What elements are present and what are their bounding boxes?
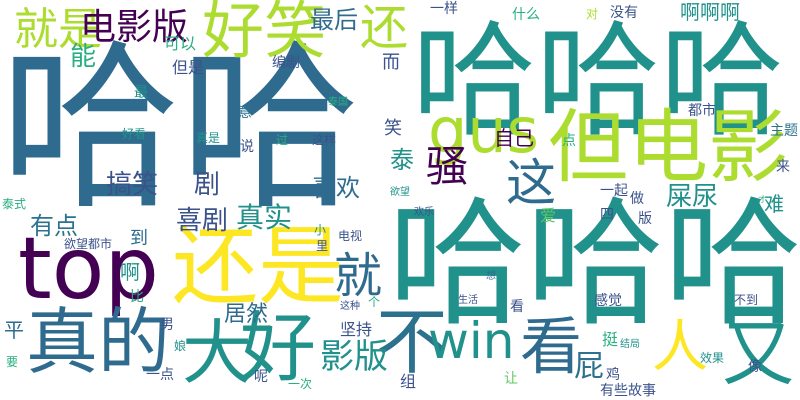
word-kan-small: 看 <box>510 299 524 315</box>
word-neng: 能 <box>70 42 97 72</box>
word-dian: 点 <box>562 133 576 149</box>
word-zhenshi: 真实 <box>236 201 293 234</box>
word-dui: 对 <box>586 7 599 21</box>
word-ge: 个 <box>368 295 381 309</box>
word-dao: 到 <box>130 228 148 249</box>
word-hao: 好 <box>240 303 316 392</box>
word-nan-male: 男 <box>160 317 174 333</box>
word-youxiegushi: 有些故事 <box>600 383 656 399</box>
word-ai: 爱 <box>540 206 557 225</box>
word-xiang-like: 像 <box>748 359 762 375</box>
word-sao: 骚 <box>426 142 469 191</box>
word-zhenshi2: 真是 <box>196 131 221 145</box>
word-zui: 最 <box>134 85 148 101</box>
word-nan: 难 <box>764 192 784 216</box>
word-yiqi: 一起 <box>600 183 628 199</box>
word-xiaoguo: 效果 <box>700 351 725 365</box>
word-meiyou: 没有 <box>610 5 638 21</box>
word-you: 又 <box>722 312 795 396</box>
word-ting: 挺 <box>602 330 619 349</box>
word-ziji: 自己 <box>494 126 534 150</box>
word-niang: 娘 <box>174 339 187 353</box>
word-yuwang: 欲望 <box>390 187 410 198</box>
word-haishi: 还是 <box>172 217 344 317</box>
word-ganjue: 感觉 <box>594 293 622 309</box>
word-bi: 比 <box>130 289 144 305</box>
word-haha: 哈哈 <box>0 25 361 234</box>
word-lai: 来 <box>776 159 790 175</box>
word-xiang: 想 <box>486 271 496 282</box>
word-bianju: 编剧 <box>272 55 300 71</box>
word-dianshi: 电视 <box>338 229 363 243</box>
word-yuwangdushi: 欲望都市 <box>64 237 113 251</box>
word-yiyang: 一样 <box>430 1 458 17</box>
word-ji: 鸡 <box>606 367 620 383</box>
word-zhende: 真的 <box>26 300 171 384</box>
word-youdian: 有点 <box>30 212 78 240</box>
word-da: 大 <box>182 312 252 394</box>
word-dushi: 都市 <box>688 103 716 119</box>
word-zuo: 做 <box>630 191 644 207</box>
word-pi: 屁 <box>574 349 604 384</box>
word-dan-dianying: 但电影 <box>548 101 788 194</box>
word-tai: 泰 <box>390 146 414 174</box>
word-yingban: 影版 <box>320 337 388 377</box>
word-huanle: 欢乐 <box>414 207 434 218</box>
word-xiao: 笑 <box>384 118 402 139</box>
word-jieju: 结局 <box>620 339 640 350</box>
word-ren: 人 <box>652 315 708 380</box>
word-taiguo: 泰国 <box>328 97 348 108</box>
word-zu: 组 <box>400 372 417 391</box>
word-win: win <box>428 312 515 370</box>
word-top: top <box>18 219 159 319</box>
word-er: 而 <box>382 52 400 73</box>
word-dianyingban: 电影版 <box>80 7 189 48</box>
word-xiao-small: 小 <box>314 223 327 237</box>
word-a: 啊 <box>120 260 140 284</box>
word-haoxiao: 好笑 <box>202 0 327 67</box>
word-zhuti: 主题 <box>770 123 798 139</box>
word-cai: 才 <box>758 195 766 204</box>
word-jiu: 就 <box>334 248 383 304</box>
word-xiju: 喜剧 <box>176 206 229 236</box>
word-guo: 过 <box>276 133 289 147</box>
word-gus: gus <box>428 94 539 167</box>
word-shiniao: 屎尿 <box>666 182 719 212</box>
word-zheyang: 这样 <box>312 133 337 147</box>
word-ban: 版 <box>638 211 652 227</box>
word-gaoxiao: 搞笑 <box>106 170 159 200</box>
word-haokan: 好看 <box>122 127 147 141</box>
word-shenme: 什么 <box>512 7 540 23</box>
word-taishi: 泰式 <box>2 197 27 211</box>
word-xihuan: 喜欢 <box>312 174 360 202</box>
word-danshi: 但是 <box>172 58 205 77</box>
word-juran: 居然 <box>224 302 269 327</box>
word-rang: 让 <box>504 371 518 387</box>
word-jiushi: 就是 <box>14 4 102 55</box>
word-shuo: 说 <box>240 139 254 155</box>
word-hai: 还 <box>360 0 409 56</box>
word-bu: 不 <box>376 300 449 384</box>
word-zhe: 这 <box>506 154 556 212</box>
word-yao: 要 <box>6 355 19 369</box>
word-keyi: 可以 <box>164 34 197 53</box>
word-kan: 看 <box>520 310 583 383</box>
word-si: 四 <box>600 207 614 223</box>
word-ne: 呢 <box>254 369 268 385</box>
word-zuihou: 最后 <box>310 6 358 34</box>
word-hahaha-bottom: 哈哈哈 <box>388 184 800 345</box>
word-jianchi: 坚持 <box>340 320 373 339</box>
word-yici: 一次 <box>288 377 313 391</box>
word-zhezhong: 这种 <box>340 301 360 312</box>
word-hahaha-top: 哈哈哈 <box>412 10 785 154</box>
word-li: 里 <box>316 239 329 253</box>
word-yidian: 一点 <box>146 367 174 383</box>
word-ping: 平 <box>4 318 24 342</box>
word-yi: 意 <box>238 105 252 121</box>
word-budao: 不到 <box>734 293 759 307</box>
word-aaaa: 啊啊啊 <box>680 0 740 24</box>
word-ju: 剧 <box>194 170 221 200</box>
word-shenghuo: 生活 <box>458 295 478 306</box>
